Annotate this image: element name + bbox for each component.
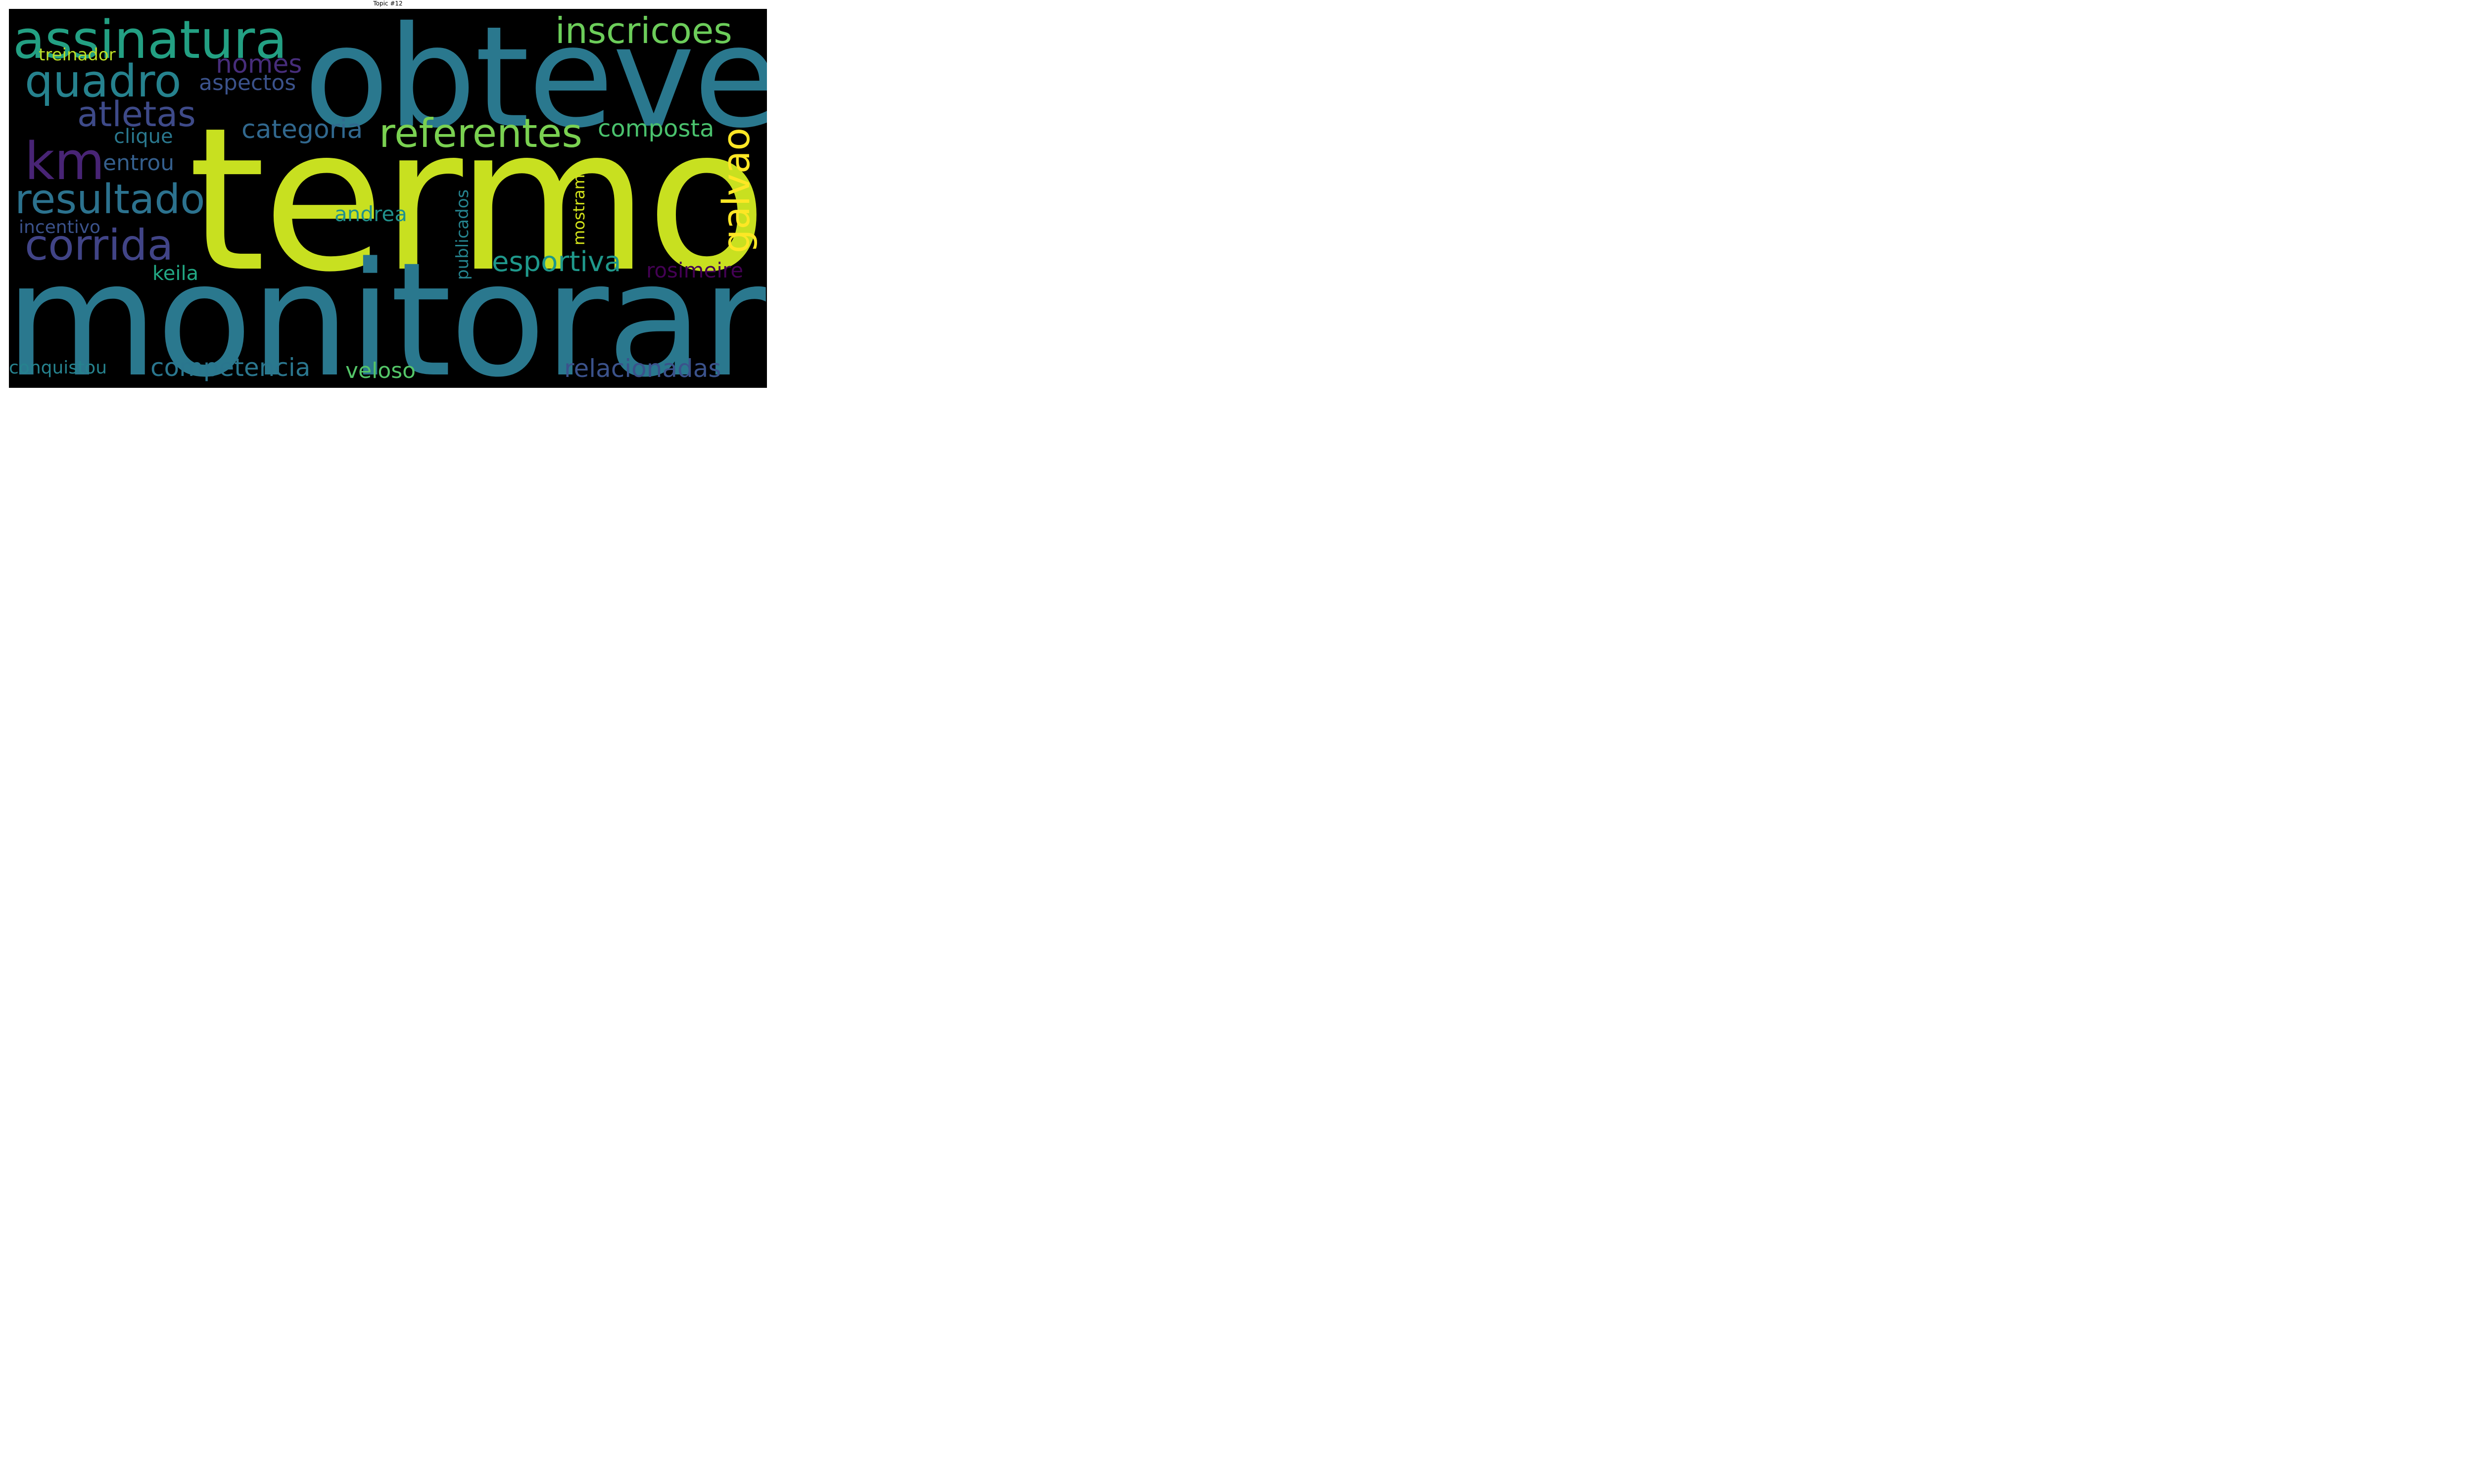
cloud-word: inscricoes — [555, 10, 732, 51]
cloud-word: esportiva — [492, 246, 621, 278]
cloud-word: obteve — [304, 9, 767, 159]
cloud-word: entrou — [103, 150, 175, 176]
word-cloud: termo monitorar obteve assinatura quadro… — [9, 9, 767, 388]
cloud-word: nomes — [216, 49, 302, 79]
cloud-word: atletas — [77, 94, 196, 135]
cloud-word: termo — [188, 86, 767, 316]
cloud-word: aspectos — [199, 70, 296, 95]
cloud-word: categoria — [241, 115, 363, 144]
cloud-word: incentivo — [19, 217, 101, 237]
chart-title: Topic #12 — [373, 0, 403, 7]
cloud-word: publicados — [453, 189, 473, 280]
cloud-word: quadro — [25, 55, 182, 107]
cloud-word: andrea — [334, 202, 407, 226]
cloud-word: resultado — [15, 176, 205, 223]
cloud-word: assinatura — [13, 9, 287, 70]
cloud-word: competencia — [150, 353, 311, 382]
cloud-word: clique — [114, 125, 173, 148]
cloud-word: rosimeire — [646, 258, 744, 282]
cloud-word: treinador — [39, 45, 116, 65]
cloud-word: conquistou — [9, 358, 107, 378]
cloud-word: monitorar — [9, 229, 766, 388]
cloud-word: referentes — [379, 110, 583, 156]
cloud-word: relacionadas — [564, 354, 721, 383]
cloud-word: keila — [152, 262, 199, 285]
cloud-word: km — [25, 131, 105, 191]
cloud-word: galvao — [714, 128, 758, 253]
cloud-word: composta — [598, 115, 714, 142]
cloud-word: veloso — [345, 358, 416, 383]
cloud-word: corrida — [25, 221, 174, 270]
cloud-word: mostram — [570, 174, 588, 245]
